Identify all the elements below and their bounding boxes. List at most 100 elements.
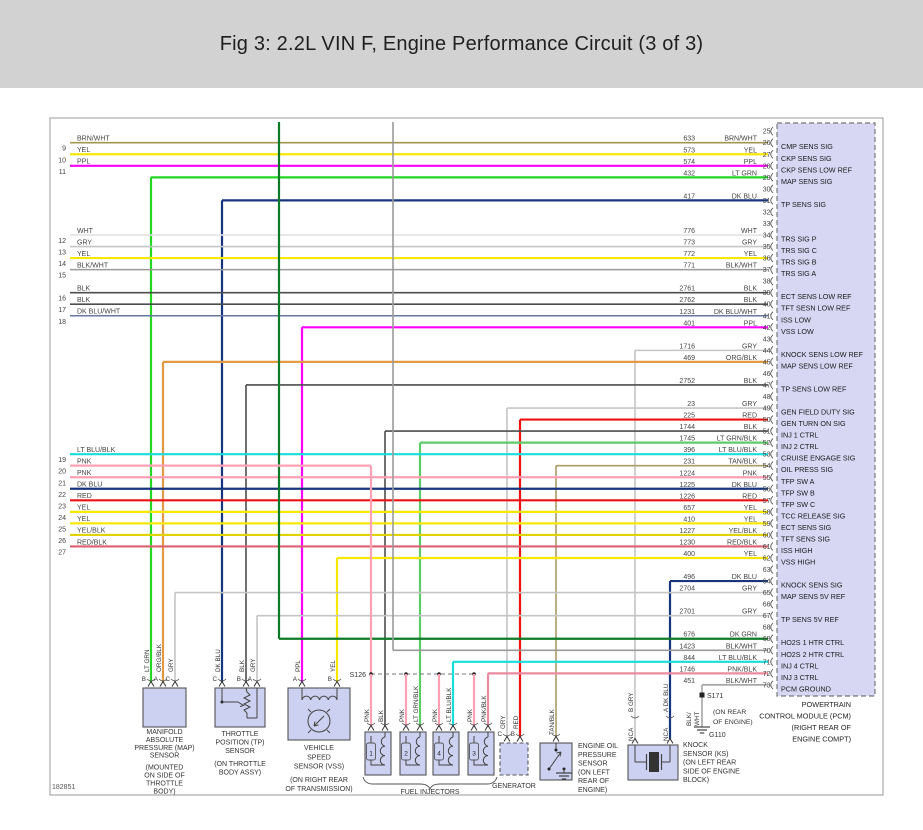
wire-number: 400: [683, 551, 695, 558]
pcm-pin-bracket-icon: [770, 519, 774, 528]
vss-coil-icon: [301, 695, 338, 701]
left-circuit-number: 24: [58, 515, 66, 522]
wire-color-label: YEL: [744, 505, 757, 512]
pcm-pin-number: 62: [763, 555, 771, 562]
map-sensor-label: ABSOLUTE: [146, 737, 184, 744]
pcm-pin-number: 56: [763, 486, 771, 493]
left-wire-color-label: RED: [77, 493, 92, 500]
wire-color-label: YEL: [744, 516, 757, 523]
wire-color-label: DK GRN: [730, 632, 757, 639]
oil-switch-blade-icon: [548, 751, 562, 770]
wire-number: 2701: [679, 609, 695, 616]
pcm-pin-number: 43: [763, 336, 771, 343]
vss-notch: [307, 729, 312, 734]
left-circuit-number: 12: [58, 238, 66, 245]
left-circuit-number: 25: [58, 526, 66, 533]
left-wire-color-label: RED/BLK: [77, 539, 107, 546]
knock-sensor-label: BLOCK): [683, 777, 709, 784]
left-circuit-number: 17: [58, 307, 66, 314]
left-wire-color-label: DK BLU/WHT: [77, 309, 121, 316]
vss-box: [287, 687, 351, 741]
pcm-pin-number: 44: [763, 348, 771, 355]
wire-number: 2704: [679, 586, 695, 593]
vss-label: SENSOR (VSS): [294, 764, 344, 771]
wire-number: 1744: [679, 424, 695, 431]
pcm-pin-bracket-icon: [770, 599, 774, 609]
left-wire-color-label: PNK: [77, 470, 92, 477]
injector-number: 4: [437, 751, 441, 758]
pcm-pin-bracket-icon: [770, 149, 774, 159]
injector-number-plate: [469, 742, 479, 761]
wire-color-label: YEL: [744, 251, 757, 258]
pcm-signal-label: TP SENS LOW REF: [781, 384, 847, 393]
terminal-arrow-icon: [516, 735, 524, 742]
pcm-pin-bracket-icon: [770, 669, 774, 678]
wire-color-label: BLK/WHT: [726, 263, 758, 270]
pcm-pin-bracket-icon: [770, 288, 774, 298]
left-circuit-number: 11: [59, 169, 66, 176]
pcm-signal-label: GEN TURN ON SIG: [781, 419, 846, 428]
left-circuit-number: 22: [58, 492, 66, 499]
pcm-pin-bracket-icon: [770, 311, 774, 321]
pin-letter: A: [293, 676, 298, 683]
oil-pressure-sensor-label: REAR OF: [578, 778, 609, 785]
pcm-pin-bracket-icon: [770, 265, 774, 274]
pcm-pin-bracket-icon: [770, 126, 774, 136]
wire-color-label: LT GRN/BLK: [717, 436, 758, 443]
pcm-pin-number: 69: [763, 636, 771, 643]
wire-number: 417: [683, 193, 695, 200]
pcm-signal-label: INJ 3 CTRL: [781, 673, 819, 682]
terminal-arrow-icon: [470, 724, 478, 731]
ks-cavity-label: NCA: [628, 727, 635, 741]
wire-number: 2762: [679, 297, 695, 304]
pcm-signal-label: VSS HIGH: [781, 557, 815, 566]
map-sensor-box: [142, 687, 187, 728]
oil-switch-dot: [547, 767, 551, 771]
terminal-arrow-icon: [552, 735, 560, 742]
wire-color-label: PPL: [744, 159, 757, 166]
pcm-pin-bracket-icon: [770, 207, 774, 217]
pcm-pin-number: 65: [763, 590, 771, 597]
pcm-pin-number: 61: [763, 544, 771, 551]
terminal-arrow-icon: [631, 737, 639, 744]
pcm-pin-bracket-icon: [770, 472, 774, 482]
pcm-pin-bracket-icon: [770, 495, 774, 505]
wire-color-label: BLK: [744, 286, 758, 293]
pcm-pin-number: 37: [763, 267, 771, 274]
pcm-signal-label: MAP SENS SIG: [781, 177, 833, 186]
left-circuit-number: 15: [58, 273, 66, 280]
wire-number: 772: [683, 251, 695, 258]
terminal-arrow-icon: [171, 680, 179, 687]
wire-color-label: BLK: [744, 378, 758, 385]
pin-letter: A: [248, 676, 253, 683]
tp-potentiometer-icon: [242, 691, 252, 714]
wire-number: 231: [683, 459, 695, 466]
knock-sensor-label: (ON LEFT REAR: [683, 760, 736, 767]
map-sensor-label: BODY): [153, 788, 175, 795]
pcm-signal-label: TFP SW B: [781, 488, 815, 497]
left-circuit-number: 9: [62, 146, 66, 153]
splice-s126-label: S126: [350, 672, 366, 679]
pcm-pin-bracket-icon: [770, 219, 774, 228]
pcm-pin-number: 70: [763, 648, 771, 655]
pcm-signal-label: CRUISE ENGAGE SIG: [781, 454, 856, 463]
pcm-pin-number: 54: [763, 463, 771, 470]
wire-number: 657: [683, 505, 695, 512]
pcm-pin-bracket-icon: [770, 461, 774, 471]
pcm-name: ENGINE COMPT): [792, 735, 851, 744]
wire-color-label: YEL/BLK: [729, 528, 758, 535]
pcm-pin-number: 64: [763, 579, 771, 586]
pcm-signal-label: HO2S 1 HTR CTRL: [781, 638, 844, 647]
pcm-pin-number: 58: [763, 509, 771, 516]
pcm-pin-number: 29: [763, 175, 771, 182]
pcm-pin-bracket-icon: [770, 415, 774, 424]
pcm-pin-bracket-icon: [770, 611, 774, 621]
vertical-wire-color-label: YEL: [330, 660, 337, 672]
left-circuit-number: 14: [58, 261, 66, 268]
wire-number: 773: [683, 240, 695, 247]
pcm-pin-bracket-icon: [770, 542, 774, 551]
left-circuit-number: 23: [58, 503, 66, 510]
pcm-signal-label: TRS SIG B: [781, 258, 817, 267]
vertical-wire-color-label: PNK: [399, 708, 406, 722]
